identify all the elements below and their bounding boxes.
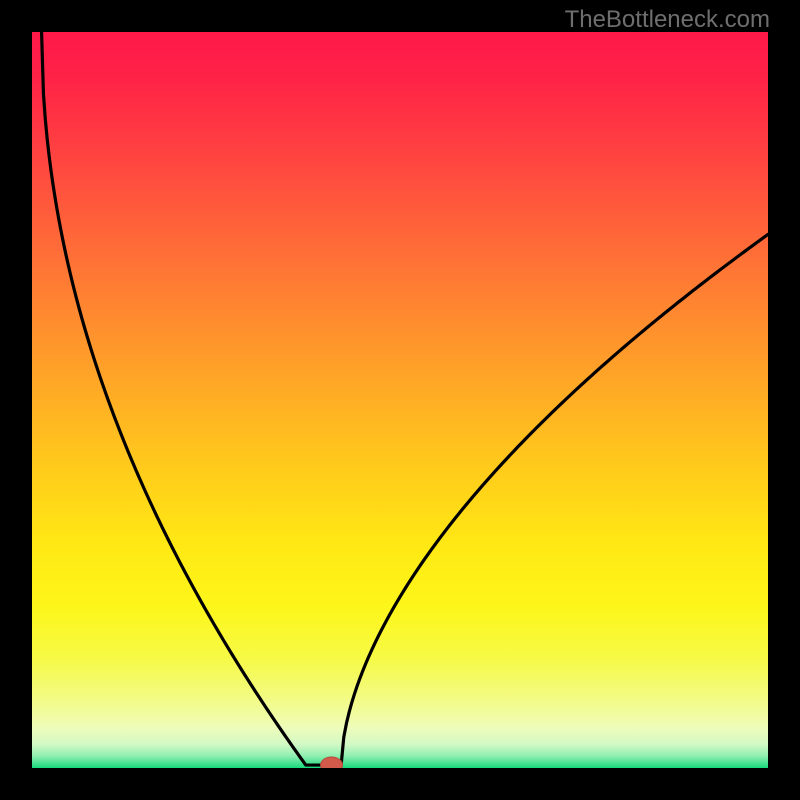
watermark-text: TheBottleneck.com	[565, 6, 770, 34]
plot-svg	[32, 32, 768, 768]
chart-frame: TheBottleneck.com	[0, 0, 800, 800]
gradient-background	[32, 32, 768, 768]
plot-area	[32, 32, 768, 768]
